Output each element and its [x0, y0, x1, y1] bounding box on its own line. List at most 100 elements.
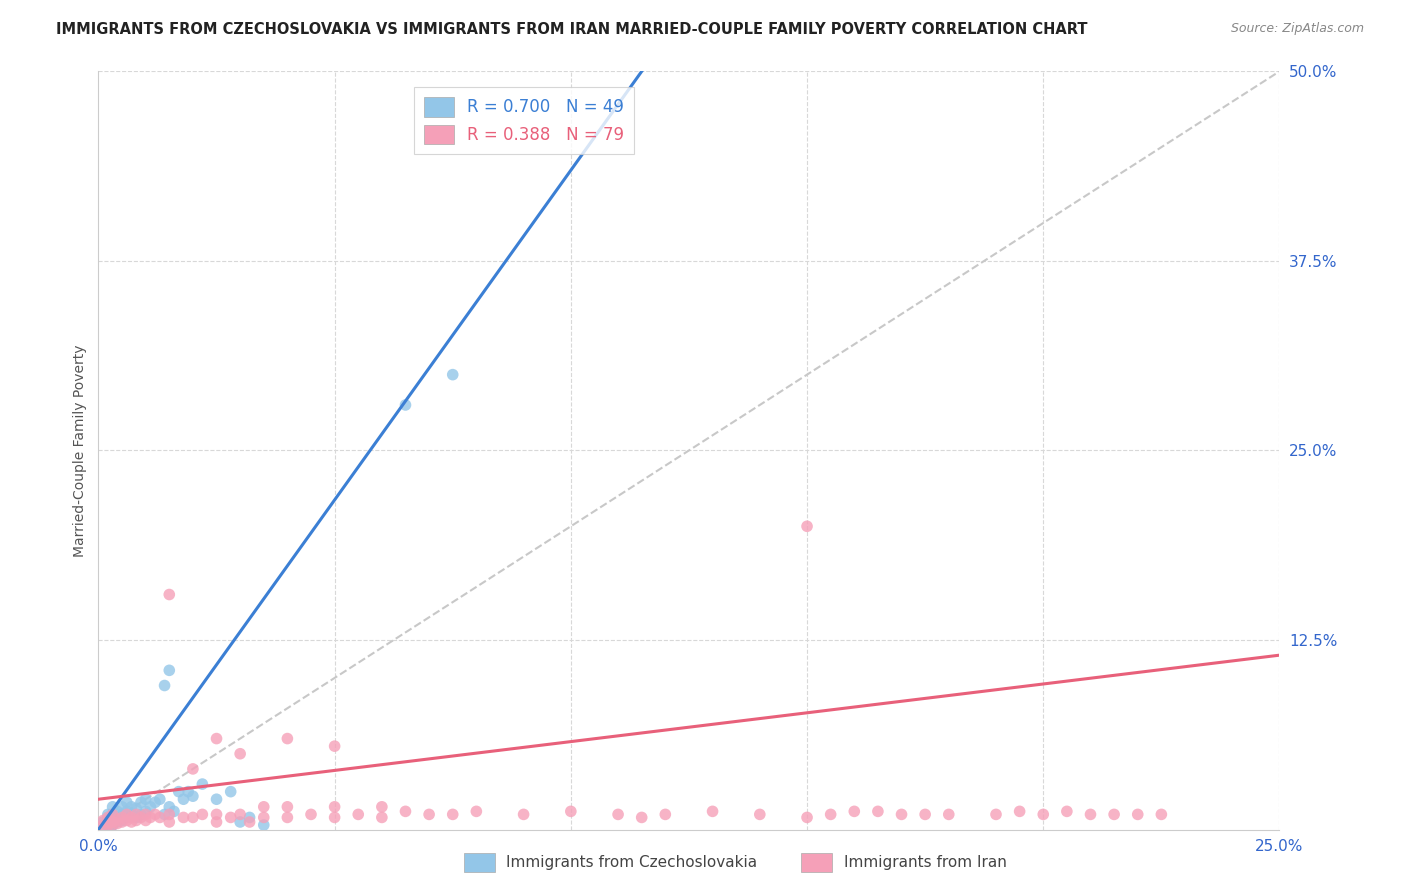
Point — [1102, 807, 1125, 822]
Point — [654, 807, 676, 822]
Text: Immigrants from Czechoslovakia: Immigrants from Czechoslovakia — [506, 855, 758, 870]
Point — [866, 805, 889, 819]
Point — [91, 814, 114, 828]
Point — [139, 810, 162, 824]
Point — [253, 810, 276, 824]
Point — [101, 800, 124, 814]
Point — [702, 805, 724, 819]
Point — [253, 800, 276, 814]
Point — [914, 807, 936, 822]
Point — [1080, 807, 1102, 822]
Point — [172, 810, 194, 824]
Point — [796, 519, 818, 533]
Point — [115, 805, 138, 819]
Point — [143, 807, 166, 822]
Point — [172, 792, 194, 806]
Point — [125, 814, 148, 828]
Point — [512, 807, 534, 822]
Point — [323, 810, 346, 824]
Point — [1032, 807, 1054, 822]
Point — [441, 807, 464, 822]
Point — [105, 810, 128, 824]
Point — [167, 785, 190, 799]
Point — [177, 785, 200, 799]
Point — [97, 810, 120, 824]
Point — [111, 800, 134, 814]
Y-axis label: Married-Couple Family Poverty: Married-Couple Family Poverty — [73, 344, 87, 557]
Point — [101, 818, 124, 832]
Point — [181, 762, 204, 776]
Point — [91, 815, 114, 830]
Point — [205, 815, 228, 830]
Point — [121, 807, 143, 822]
Point — [125, 801, 148, 815]
Point — [323, 800, 346, 814]
Point — [441, 368, 464, 382]
Point — [149, 810, 172, 824]
Point — [1126, 807, 1149, 822]
Point — [121, 800, 143, 814]
Point — [115, 807, 138, 822]
Point — [820, 807, 842, 822]
Point — [890, 807, 912, 822]
Point — [253, 818, 276, 832]
Point — [129, 810, 152, 824]
Point — [323, 739, 346, 753]
Point — [135, 792, 157, 806]
Text: Immigrants from Iran: Immigrants from Iran — [844, 855, 1007, 870]
Point — [229, 747, 252, 761]
Point — [97, 816, 120, 830]
Point — [191, 807, 214, 822]
Point — [157, 800, 180, 814]
Point — [219, 785, 242, 799]
Point — [101, 815, 124, 830]
Point — [1056, 805, 1078, 819]
Point — [163, 805, 186, 819]
Point — [607, 807, 630, 822]
Point — [115, 810, 138, 824]
Point — [125, 807, 148, 822]
Point — [97, 818, 120, 832]
Point — [796, 810, 818, 824]
Point — [111, 807, 134, 822]
Point — [418, 807, 440, 822]
Point — [153, 807, 176, 822]
Point — [560, 805, 582, 819]
Point — [181, 810, 204, 824]
Point — [101, 818, 124, 832]
Point — [299, 807, 322, 822]
Point — [135, 807, 157, 822]
Point — [105, 816, 128, 830]
Point — [205, 792, 228, 806]
Point — [97, 814, 120, 828]
Point — [101, 807, 124, 822]
Point — [630, 810, 652, 824]
Text: Source: ZipAtlas.com: Source: ZipAtlas.com — [1230, 22, 1364, 36]
Point — [181, 789, 204, 804]
Point — [219, 810, 242, 824]
Point — [748, 807, 770, 822]
Point — [111, 815, 134, 830]
Point — [465, 805, 488, 819]
Point — [135, 814, 157, 828]
Point — [135, 805, 157, 819]
Point — [97, 815, 120, 830]
Point — [129, 795, 152, 809]
Point — [111, 810, 134, 824]
Point — [229, 815, 252, 830]
Point — [91, 820, 114, 834]
Point — [347, 807, 370, 822]
Point — [101, 812, 124, 826]
Point — [125, 810, 148, 824]
Point — [394, 398, 416, 412]
Point — [153, 678, 176, 692]
Point — [97, 807, 120, 822]
Point — [115, 795, 138, 809]
Point — [157, 815, 180, 830]
Point — [157, 664, 180, 678]
Point — [105, 805, 128, 819]
Point — [276, 731, 298, 746]
Legend: R = 0.700   N = 49, R = 0.388   N = 79: R = 0.700 N = 49, R = 0.388 N = 79 — [413, 87, 634, 154]
Point — [229, 807, 252, 822]
Point — [276, 800, 298, 814]
